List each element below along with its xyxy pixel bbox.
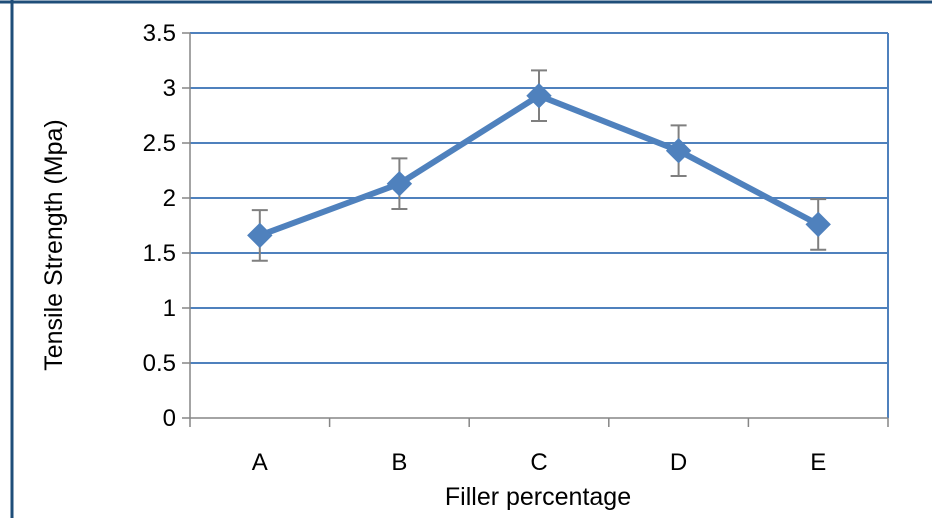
gridlines — [190, 32, 889, 418]
y-tick-label: 0.5 — [143, 350, 176, 377]
y-tick-label: 1 — [163, 295, 176, 322]
y-tick-label: 2 — [163, 185, 176, 212]
data-point-marker — [526, 82, 552, 109]
y-axis-title: Tensile Strength (Mpa) — [40, 119, 68, 371]
y-tick-label: 1.5 — [143, 240, 176, 267]
data-markers — [247, 82, 831, 249]
y-axis-ticks: 0 0.5 1 1.5 2 2.5 3 3.5 — [143, 20, 190, 432]
data-point-marker — [386, 170, 413, 197]
y-tick-label: 3.5 — [143, 20, 176, 47]
y-tick-label: 3 — [163, 75, 176, 102]
x-tick-label: C — [530, 449, 547, 476]
y-tick-label: 0 — [163, 405, 176, 432]
x-tick-label: D — [670, 449, 687, 476]
x-tick-label: A — [252, 449, 268, 476]
data-point-marker — [247, 222, 273, 249]
x-tick-label: E — [810, 449, 826, 476]
y-tick-label: 2.5 — [143, 130, 176, 157]
axes — [189, 33, 888, 419]
x-tick-label: B — [391, 449, 407, 476]
data-point-marker — [665, 137, 692, 164]
x-axis-ticks: A B C D E — [189, 418, 889, 476]
data-point-marker — [805, 211, 831, 238]
x-axis-title: Filler percentage — [445, 483, 631, 511]
